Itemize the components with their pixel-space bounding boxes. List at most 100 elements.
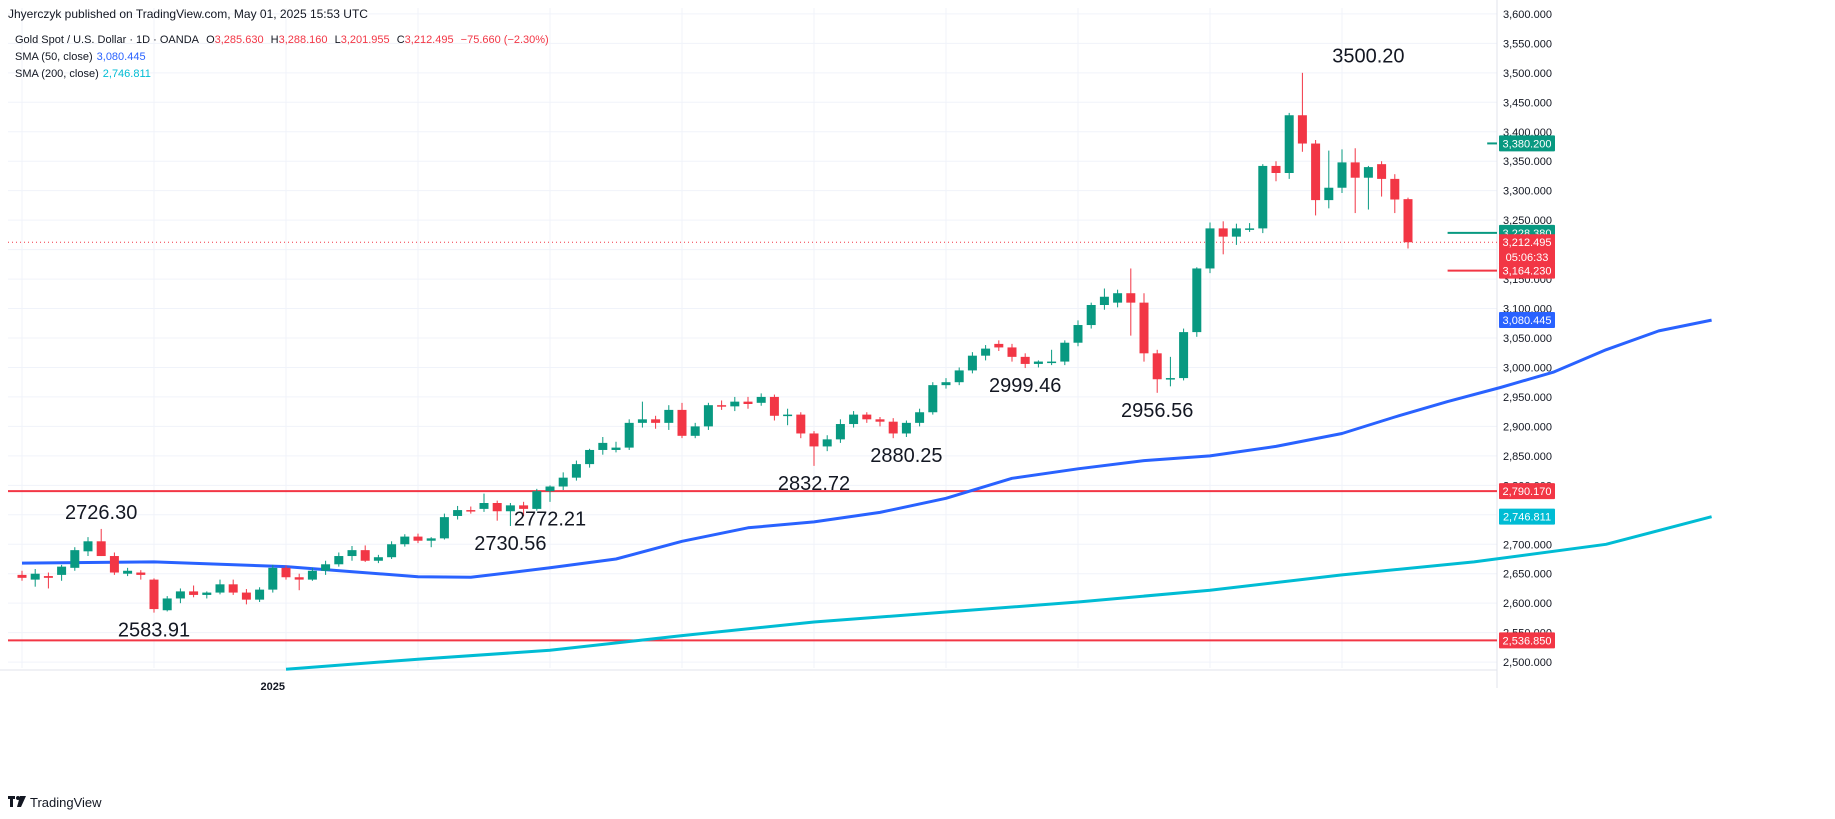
candle-up <box>1337 149 1347 194</box>
candle-body <box>30 573 40 580</box>
candle-up <box>928 382 938 415</box>
candle-body <box>255 589 265 600</box>
candle-up <box>611 441 621 453</box>
candle-down <box>677 402 687 439</box>
candles <box>17 72 1413 613</box>
candle-body <box>492 503 502 512</box>
price-tick-label: 3,450.000 <box>1503 97 1552 109</box>
brand-name: TradingView <box>30 795 102 810</box>
price-tick-label: 2,600.000 <box>1503 598 1552 610</box>
candle-body <box>426 538 436 541</box>
price-level-badge: 3,380.200 <box>1499 135 1555 152</box>
price-tick-label: 3,600.000 <box>1503 9 1552 21</box>
candle-body <box>545 486 555 492</box>
annotation-label: 2880.25 <box>870 445 942 467</box>
candle-body <box>783 414 793 417</box>
candle-up <box>505 503 515 526</box>
annotation-label: 2956.56 <box>1121 400 1193 422</box>
candle-up <box>1205 222 1215 274</box>
price-level-badge: 3,164.230 <box>1499 262 1555 279</box>
candle-up <box>585 448 595 468</box>
sma200-legend[interactable]: SMA (200, close) 2,746.811 <box>15 68 155 80</box>
candle-body <box>743 401 753 404</box>
candle-up <box>703 402 713 430</box>
price-tick-label: 3,300.000 <box>1503 186 1552 198</box>
candle-body <box>1139 302 1149 354</box>
footer-brand[interactable]: TradingView <box>8 795 102 810</box>
price-level-badge-label: 2,790.170 <box>1503 486 1552 498</box>
candle-body <box>1218 228 1228 237</box>
candle-up <box>426 537 436 548</box>
candle-up <box>967 352 977 374</box>
candle-down <box>136 570 146 580</box>
candle-up <box>545 485 555 502</box>
candle-body <box>57 566 67 575</box>
candle-body <box>1020 356 1030 364</box>
sma-value-badge: 3,080.445 <box>1499 312 1555 329</box>
price-level-badge-bg <box>1499 483 1555 500</box>
candle-body <box>941 382 951 386</box>
candle-up <box>1099 288 1109 310</box>
candle-body <box>1205 228 1215 269</box>
candle-down <box>796 412 806 439</box>
candle-body <box>466 510 476 512</box>
candle-up <box>387 541 397 559</box>
candle-body <box>598 442 608 450</box>
candle-down <box>717 400 727 410</box>
price-level-badge-bg <box>1499 135 1555 152</box>
candle-body <box>413 536 423 541</box>
candle-up <box>175 588 185 604</box>
candle-up <box>268 564 278 593</box>
candle-body <box>281 567 291 578</box>
candle-body <box>387 544 397 558</box>
candle-body <box>400 536 410 545</box>
sma-value-badge-bg <box>1499 508 1555 525</box>
price-levels <box>8 142 1497 642</box>
sma-value-badge-label: 3,080.445 <box>1503 315 1552 327</box>
candle-body <box>202 592 212 595</box>
candle-body <box>109 556 119 573</box>
annotation-label: 2730.56 <box>474 533 546 555</box>
candle-down <box>1007 343 1017 362</box>
price-tick-label: 3,350.000 <box>1503 156 1552 168</box>
price-tick-label: 2,650.000 <box>1503 569 1552 581</box>
candle-body <box>835 424 845 440</box>
candle-down <box>1126 268 1136 336</box>
candle-body <box>901 422 911 434</box>
candle-down <box>519 501 529 516</box>
candle-body <box>994 343 1004 348</box>
candle-body <box>703 405 713 427</box>
candle-body <box>17 574 27 578</box>
tradingview-logo-icon <box>8 795 26 810</box>
candle-body <box>1311 143 1321 201</box>
price-tick-label: 3,550.000 <box>1503 38 1552 50</box>
candle-up <box>901 420 911 437</box>
candle-body <box>70 550 80 568</box>
candle-body <box>1350 162 1360 178</box>
candle-body <box>1324 187 1334 201</box>
candle-body <box>981 348 991 356</box>
candle-body <box>756 396 766 403</box>
price-level-badge-bg <box>1499 262 1555 279</box>
sma50-legend[interactable]: SMA (50, close) 3,080.445 <box>15 51 150 63</box>
candle-body <box>1337 162 1347 188</box>
candle-down <box>994 340 1004 351</box>
candle-down <box>492 500 502 521</box>
candle-up <box>255 587 265 602</box>
candle-up <box>532 488 542 511</box>
candle-body <box>307 570 317 580</box>
candle-up <box>822 435 832 452</box>
candle-down <box>862 412 872 423</box>
candle-up <box>307 567 317 581</box>
candle-up <box>70 547 80 571</box>
candle-body <box>690 426 700 436</box>
sma200-label: SMA (200, close) <box>15 68 99 80</box>
candle-up <box>1231 223 1241 245</box>
candle-body <box>677 409 687 436</box>
candle-up <box>981 345 991 361</box>
candle-up <box>215 579 225 595</box>
symbol-legend: Gold Spot / U.S. Dollar · 1D · OANDA O3,… <box>15 34 557 46</box>
symbol-name: Gold Spot / U.S. Dollar · 1D · OANDA <box>15 34 199 46</box>
annotation-label: 2583.91 <box>118 620 190 642</box>
